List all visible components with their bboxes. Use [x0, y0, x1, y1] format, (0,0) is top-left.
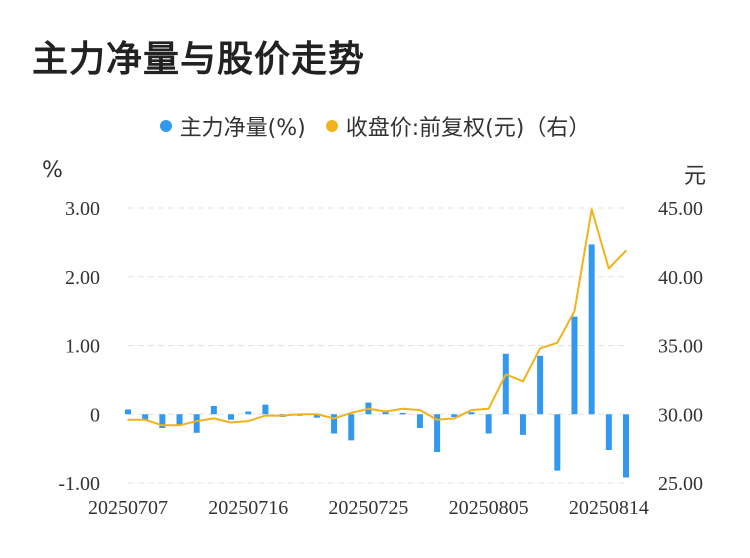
- bar-series: [125, 244, 629, 478]
- y-right-tick-label: 25.00: [658, 473, 703, 495]
- bar-net-flow[interactable]: [451, 414, 458, 417]
- close-price-point: [401, 407, 404, 410]
- close-price-point: [367, 407, 370, 410]
- close-price-point: [625, 249, 627, 252]
- bar-net-flow[interactable]: [434, 414, 441, 453]
- legend-label-net-flow: 主力净量(%): [179, 116, 306, 141]
- legend-item-net-flow[interactable]: 主力净量(%): [159, 110, 306, 142]
- axis-labels: 3.00 2.00 1.00 0 -1.00 45.00 40.00 35.00 30.00 25…: [58, 198, 703, 519]
- bar-net-flow[interactable]: [571, 316, 578, 415]
- y-left-tick-label: 1.00: [65, 336, 100, 358]
- close-price-point: [127, 418, 129, 421]
- bar-net-flow[interactable]: [382, 411, 389, 415]
- x-tick-label: 20250716: [208, 497, 288, 519]
- close-price-point: [230, 421, 232, 424]
- right-axis-unit: 元: [684, 164, 707, 189]
- bar-net-flow[interactable]: [623, 414, 629, 478]
- bar-net-flow[interactable]: [605, 414, 612, 450]
- bar-net-flow[interactable]: [142, 414, 149, 420]
- close-price-line[interactable]: [128, 208, 627, 427]
- bar-net-flow[interactable]: [416, 414, 423, 428]
- y-right-tick-label: 40.00: [658, 267, 703, 289]
- close-price-point: [281, 414, 284, 417]
- bar-net-flow[interactable]: [485, 414, 492, 434]
- close-price-point: [195, 420, 198, 422]
- x-tick-label: 20250814: [569, 497, 649, 519]
- close-price-point: [161, 424, 164, 427]
- close-price-point: [522, 380, 524, 383]
- close-price-point: [436, 418, 438, 421]
- close-price-point: [384, 410, 387, 413]
- close-price-point: [350, 412, 353, 414]
- bar-net-flow[interactable]: [245, 411, 252, 415]
- bar-net-flow[interactable]: [519, 414, 526, 435]
- y-left-tick-label: 2.00: [65, 267, 100, 289]
- bar-net-flow[interactable]: [176, 414, 183, 425]
- bar-net-flow[interactable]: [313, 414, 320, 418]
- y-right-tick-label: 35.00: [658, 336, 703, 358]
- close-price-point: [247, 420, 250, 422]
- close-price-point: [487, 407, 490, 410]
- bar-net-flow[interactable]: [537, 355, 544, 415]
- legend-label-close-price: 收盘价:前复权(元)（右）: [345, 116, 591, 141]
- close-price-point: [264, 414, 267, 417]
- chart-legend: 主力净量(%) 收盘价:前复权(元)（右）: [0, 110, 750, 142]
- close-price-point: [316, 413, 318, 416]
- x-tick-label: 20250707: [88, 497, 168, 519]
- close-price-point: [144, 418, 146, 421]
- bar-net-flow[interactable]: [348, 414, 355, 441]
- close-price-point: [453, 417, 456, 420]
- close-price-point: [419, 409, 421, 411]
- legend-dot-close-price: [325, 120, 338, 132]
- x-tick-label: 20250725: [328, 497, 408, 519]
- bar-net-flow[interactable]: [588, 244, 595, 415]
- chart-title: 主力净量与股价走势: [32, 39, 366, 80]
- bar-net-flow[interactable]: [399, 412, 406, 415]
- bar-net-flow[interactable]: [193, 414, 200, 433]
- close-price-point: [556, 341, 559, 344]
- bar-net-flow[interactable]: [228, 414, 235, 420]
- bar-net-flow[interactable]: [331, 414, 338, 434]
- line-series: [127, 208, 627, 427]
- bar-net-flow[interactable]: [502, 353, 509, 415]
- bar-net-flow[interactable]: [125, 409, 131, 415]
- close-price-point: [298, 413, 301, 416]
- bar-net-flow[interactable]: [554, 414, 561, 471]
- close-price-point: [573, 310, 576, 312]
- y-right-tick-label: 30.00: [658, 404, 703, 426]
- close-price-point: [178, 424, 181, 427]
- close-price-point: [608, 267, 610, 270]
- close-price-point: [539, 347, 541, 350]
- close-price-point: [590, 208, 593, 211]
- bar-net-flow[interactable]: [262, 404, 269, 415]
- legend-item-close-price[interactable]: 收盘价:前复权(元)（右）: [325, 110, 591, 142]
- y-left-tick-label: 3.00: [65, 198, 100, 220]
- bar-net-flow[interactable]: [210, 406, 217, 415]
- y-right-tick-label: 45.00: [658, 198, 703, 220]
- legend-dot-net-flow: [159, 120, 172, 132]
- x-tick-label: 20250805: [449, 497, 529, 519]
- close-price-point: [470, 409, 473, 411]
- bar-net-flow[interactable]: [468, 412, 475, 415]
- close-price-point: [333, 417, 335, 420]
- left-axis-unit: %: [42, 158, 63, 183]
- close-price-point: [504, 373, 507, 376]
- y-left-tick-label: -1.00: [58, 473, 100, 495]
- bar-net-flow[interactable]: [159, 414, 166, 428]
- close-price-point: [213, 417, 215, 420]
- y-left-tick-label: 0: [90, 404, 100, 426]
